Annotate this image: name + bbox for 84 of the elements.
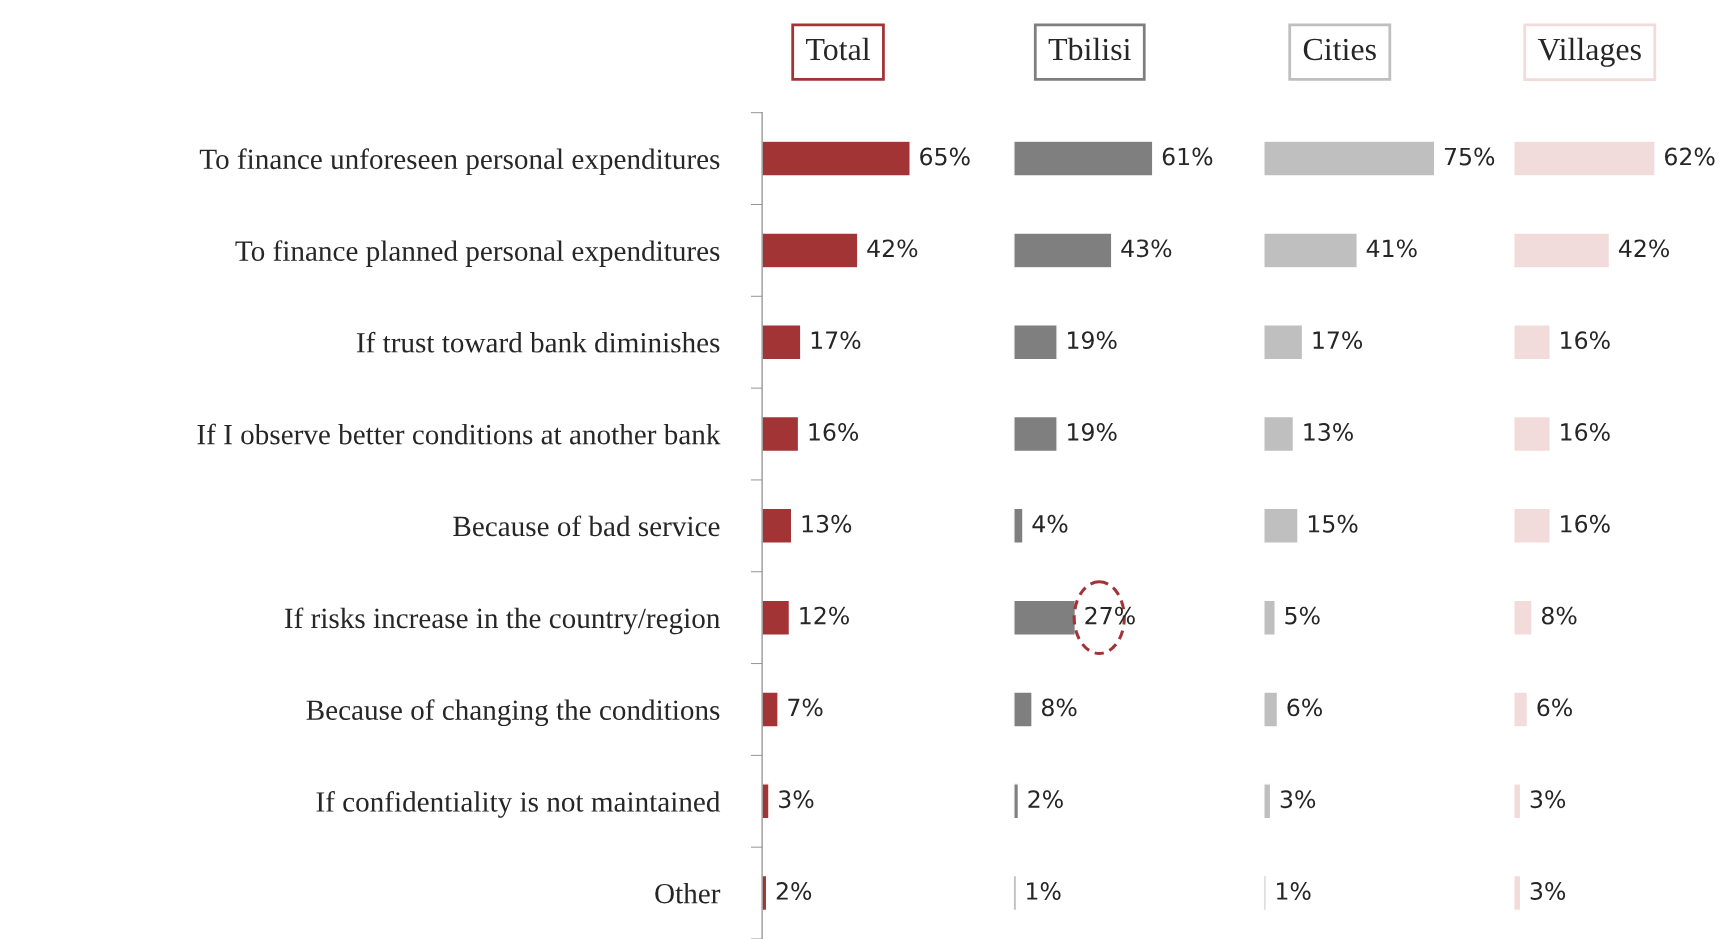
data-label: 8% [1041,698,1077,717]
bar [1263,874,1267,912]
data-label: 41% [1366,239,1417,258]
bar [1513,691,1529,728]
bar [1263,599,1276,636]
bar [1013,140,1154,177]
data-label: 5% [1285,606,1320,625]
data-label: 6% [1287,698,1322,717]
y-tick-label: To finance unforeseen personal expenditures [199,148,720,176]
data-label: 15% [1308,514,1358,533]
annotation: 27% [1085,606,1135,625]
bar [762,232,859,269]
bar [1013,783,1020,820]
y-tick-label: If I observe better conditions at another bank [197,423,721,445]
bar [1013,507,1024,544]
bar [1263,140,1436,177]
data-label: 3% [779,790,814,809]
bar [1263,507,1299,544]
data-label: 16% [1561,423,1610,441]
bar [1513,507,1551,544]
bar [1013,232,1113,269]
bar [1013,691,1033,728]
bar [1263,324,1304,361]
y-tick-label: If confidentiality is not maintained [316,791,721,818]
bar [1263,783,1272,820]
chart-title: Total [806,37,870,61]
y-tick-label: If trust toward bank diminishes [356,331,720,353]
bar [1513,783,1522,820]
bar [1013,415,1058,453]
data-label: 19% [1068,423,1117,441]
bar [1513,232,1611,269]
bar [1513,874,1522,912]
bar [762,599,791,636]
data-label: 19% [1068,331,1117,350]
data-label: 3% [1530,882,1566,900]
data-label: 4% [1032,514,1068,533]
data-label: 13% [1304,423,1353,441]
bar [1513,415,1551,453]
data-label: 12% [800,606,849,625]
data-label: 6% [1537,698,1572,717]
data-label: 7% [788,698,823,717]
bar [1513,140,1656,177]
bar [762,324,802,361]
bar [762,140,911,177]
y-tick-label: If risks increase in the country/region [284,607,720,635]
data-label: 16% [1561,331,1610,350]
y-tick-label: Other [655,882,721,904]
data-label: 3% [1280,790,1316,809]
data-label: 62% [1665,147,1715,166]
y-tick-label: To finance planned personal expenditures [235,240,720,267]
data-label: 42% [867,239,918,258]
bar [1513,599,1533,636]
data-label: 3% [1530,790,1566,809]
data-label: 43% [1121,239,1172,258]
data-label: 2% [1028,790,1063,809]
data-label: 2% [776,882,812,900]
bar [762,783,770,820]
chart-title: Tbilisi [1048,37,1131,61]
data-label: 13% [802,514,852,533]
bar [1263,415,1295,453]
data-label: 1% [1027,882,1061,900]
data-label: 16% [1561,514,1610,533]
y-tick-label: Because of bad service [453,515,720,537]
bar [1263,232,1358,269]
bar [1513,324,1551,361]
bar [762,691,779,728]
chart-title: Cities [1303,38,1376,61]
data-label: 17% [811,331,861,350]
data-label: 75% [1444,147,1495,166]
bar [762,507,793,544]
bar [1013,324,1058,361]
data-label: 61% [1162,147,1213,166]
bar [1013,874,1017,912]
bar [762,415,800,453]
data-label: 1% [1277,882,1311,900]
chart-title: Villages [1537,37,1641,67]
bar [1013,599,1077,636]
data-label: 65% [920,147,970,166]
data-label: 8% [1541,606,1577,625]
bar [1263,691,1279,728]
y-tick-label: Because of changing the conditions [306,699,720,727]
data-label: 16% [809,423,859,441]
data-label: 17% [1313,331,1363,350]
data-label: 42% [1618,239,1669,258]
